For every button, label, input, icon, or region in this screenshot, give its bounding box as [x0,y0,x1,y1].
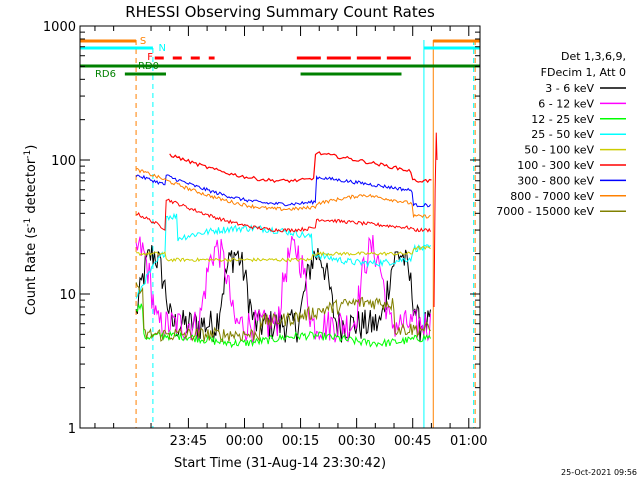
trace-late-spike [433,132,438,307]
plot-frame [79,25,481,429]
legend-label-s25_50: 25 - 50 keV [531,128,594,141]
flag-label-night: N [159,43,166,54]
legend-label-s12_25: 12 - 25 keV [531,113,594,126]
trace-s800_7000 [135,167,431,219]
trace-s3_6 [135,245,431,343]
trace-s100_300-upper [169,151,432,184]
legend-label-s7000_15000: 7000 - 15000 keV [496,205,594,218]
x-axis-label: Start Time (31-Aug-14 23:30:42) [174,456,386,471]
y-tick-label: 1000 [43,20,76,35]
legend-header-1: Det 1,3,6,9, [561,50,626,63]
x-tick-label: 00:15 [282,434,319,449]
legend: Det 1,3,6,9, FDecim 1, Att 0 3 - 6 keV 6 … [496,50,626,218]
y-tick-label: 1 [68,422,76,437]
x-tick-label: 00:00 [226,434,263,449]
legend-label-s300_800: 300 - 800 keV [517,174,594,187]
legend-header-2: FDecim 1, Att 0 [541,66,626,79]
trace-s300_800 [135,174,431,208]
x-tick-label: 00:45 [394,434,431,449]
flag-label-flare: F [147,52,153,63]
chart-title: RHESSI Observing Summary Count Rates [125,3,435,21]
y-axis-label: Count Rate (s-1 detector-1) [23,145,39,316]
y-tick-label: 10 [59,288,76,303]
legend-label-s800_7000: 800 - 7000 keV [510,190,594,203]
trace-s100_300 [136,198,431,233]
footer-timestamp: 25-Oct-2021 09:56 [561,468,637,477]
x-tick-label: 23:45 [170,434,207,449]
x-tick-label: 00:30 [338,434,375,449]
legend-label-s3_6: 3 - 6 keV [545,82,594,95]
y-tick-label: 100 [51,154,76,169]
trace-s7000_15000 [135,282,431,343]
legend-label-s50_100: 50 - 100 keV [524,144,594,157]
trace-s50_100 [136,246,431,263]
legend-label-s100_300: 100 - 300 keV [517,159,594,172]
flag-label-rd6: RD6 [95,69,116,80]
flag-label-saa: S [140,36,146,47]
x-tick-label: 01:00 [450,434,487,449]
trace-s12_25 [135,303,431,349]
flag-label-rd0: RD0 [138,61,159,72]
legend-label-s6_12: 6 - 12 keV [538,97,594,110]
